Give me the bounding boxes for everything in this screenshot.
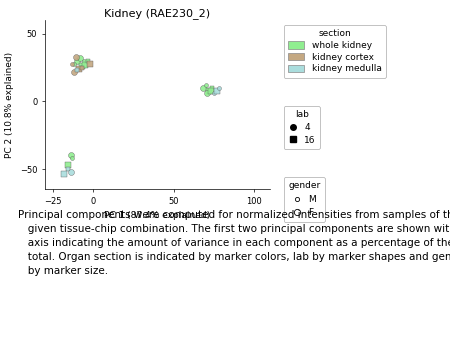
Point	[61, 172, 68, 177]
Point	[210, 91, 217, 96]
Point	[213, 88, 220, 93]
Point	[85, 58, 92, 64]
Point	[70, 69, 77, 74]
Point	[67, 169, 74, 174]
Point	[72, 54, 79, 59]
Point	[70, 61, 77, 66]
Point	[204, 91, 211, 96]
Point	[69, 155, 76, 161]
Point	[67, 153, 74, 158]
Point	[202, 82, 209, 88]
Point	[64, 166, 71, 172]
Point	[207, 88, 214, 93]
Y-axis label: PC 2 (10.8% explained): PC 2 (10.8% explained)	[5, 52, 14, 158]
Text: Principal components were computed for normalized intensities from samples of th: Principal components were computed for n…	[18, 210, 450, 275]
Point	[208, 85, 216, 91]
Point	[205, 88, 212, 93]
Legend: M, F: M, F	[284, 177, 325, 222]
Point	[86, 61, 94, 66]
Point	[73, 68, 81, 73]
Point	[215, 85, 222, 91]
X-axis label: PC 1 (87.4% explained): PC 1 (87.4% explained)	[104, 212, 211, 220]
Point	[80, 58, 87, 64]
Point	[64, 162, 71, 168]
Point	[81, 62, 89, 68]
Title: Kidney (RAE230_2): Kidney (RAE230_2)	[104, 8, 211, 19]
Point	[199, 85, 206, 91]
Legend: whole kidney, kidney cortex, kidney medulla: whole kidney, kidney cortex, kidney medu…	[284, 25, 386, 78]
Point	[69, 61, 76, 66]
Point	[75, 66, 82, 72]
Point	[78, 64, 86, 69]
Point	[73, 58, 81, 64]
Point	[78, 65, 86, 70]
Point	[77, 55, 84, 61]
Legend: 4, 16: 4, 16	[284, 106, 320, 149]
